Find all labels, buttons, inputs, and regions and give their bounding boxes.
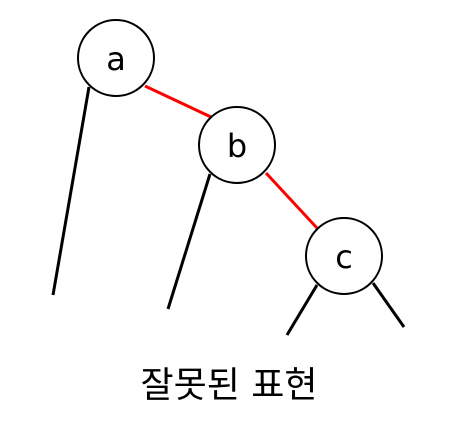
edge-c-left-subtree bbox=[285, 284, 319, 336]
diagram-caption: 잘못된 표현 bbox=[140, 365, 317, 406]
node-b-label: b bbox=[227, 127, 247, 165]
node-b: b bbox=[198, 106, 276, 184]
node-a: a bbox=[77, 19, 155, 97]
node-a-label: a bbox=[106, 40, 126, 78]
node-c: c bbox=[305, 217, 383, 295]
edge-b-c bbox=[264, 171, 319, 230]
edge-a-b bbox=[144, 84, 212, 119]
edge-b-left-subtree bbox=[166, 173, 212, 310]
node-c-label: c bbox=[335, 238, 353, 276]
edge-c-right-subtree bbox=[371, 282, 406, 328]
edge-a-left-subtree bbox=[51, 86, 91, 296]
